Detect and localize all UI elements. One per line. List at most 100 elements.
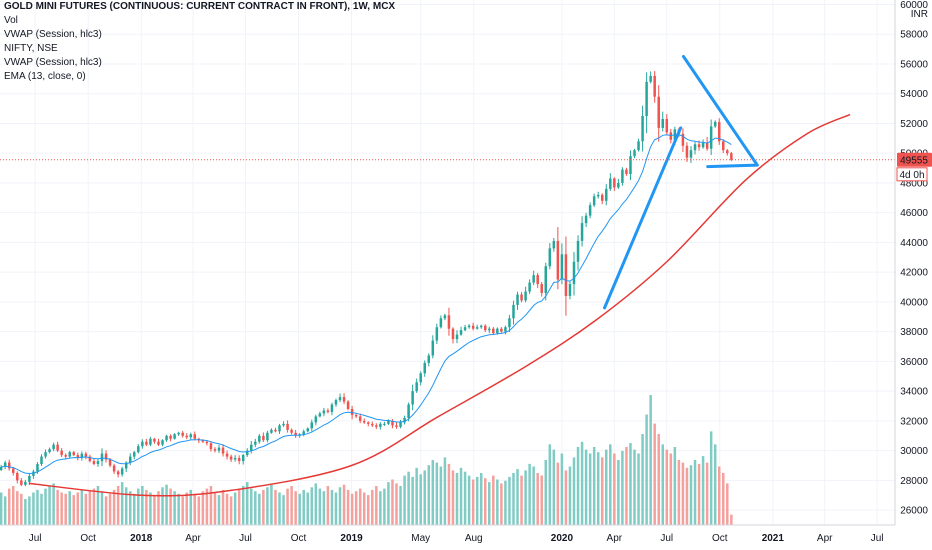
volume-bar — [572, 457, 576, 525]
candle — [467, 323, 471, 329]
symbol-title[interactable]: GOLD MINI FUTURES (CONTINUOUS: CURRENT C… — [4, 1, 396, 12]
time-tick: 2018 — [130, 533, 153, 544]
legend-item-vwap[interactable]: VWAP (Session, hlc3) — [4, 29, 102, 40]
candle — [633, 148, 636, 159]
candlesticks — [0, 71, 733, 487]
time-axis[interactable] — [0, 525, 932, 550]
trend-line[interactable] — [603, 126, 683, 310]
volume-bar — [431, 460, 435, 525]
volume-bar — [613, 453, 616, 525]
candle — [435, 323, 439, 345]
volume-bar — [379, 491, 382, 525]
volume-bar — [133, 493, 136, 525]
time-tick: Jul — [660, 533, 673, 544]
candle — [330, 402, 334, 416]
candle — [645, 72, 648, 134]
volume-bar — [278, 492, 281, 525]
candle — [32, 469, 35, 479]
legend-item-vwap-2[interactable]: VWAP (Session, hlc3) — [4, 57, 102, 68]
candle — [661, 111, 665, 132]
volume-bar — [524, 470, 527, 525]
candle — [290, 428, 293, 435]
legend-item-vol[interactable]: Vol — [4, 15, 18, 26]
volume-bar — [540, 475, 543, 525]
countdown-tag: 4d 0h — [896, 167, 928, 182]
volume-bar — [306, 492, 309, 525]
volume-bar — [693, 460, 697, 525]
candle — [56, 441, 59, 453]
volume-bar — [24, 499, 27, 525]
candle — [528, 279, 531, 294]
candle — [685, 142, 689, 162]
volume-bar — [104, 496, 108, 525]
candle — [233, 455, 237, 462]
volume-bar — [266, 487, 269, 525]
volume-bar — [399, 486, 402, 525]
volume-bar — [342, 484, 346, 525]
legend-item-nifty[interactable]: NIFTY, NSE — [4, 43, 58, 54]
drawings[interactable] — [603, 55, 759, 310]
candle — [197, 437, 201, 444]
candle — [613, 177, 616, 191]
volume-bar — [205, 488, 209, 525]
candle — [68, 450, 71, 459]
volume-bar — [532, 466, 535, 525]
volume-bar — [128, 491, 132, 525]
candle — [185, 433, 188, 440]
candle — [80, 451, 84, 461]
candle — [3, 460, 7, 470]
volume-bar — [367, 495, 370, 525]
volume-bar — [629, 443, 632, 525]
candle — [532, 270, 535, 286]
candle — [580, 216, 584, 247]
volume-bar — [185, 492, 188, 525]
candle — [266, 430, 269, 443]
price-tick: 52000 — [900, 119, 928, 130]
volume-bar — [124, 487, 128, 525]
legend-item-ema[interactable]: EMA (13, close, 0) — [4, 71, 86, 82]
price-tick: 40000 — [900, 297, 928, 308]
volume-bar — [108, 493, 112, 525]
candle — [657, 85, 660, 142]
parabolic-curve[interactable] — [28, 113, 851, 497]
candle — [544, 262, 548, 301]
volume-bar — [488, 482, 491, 525]
volume-bar — [403, 475, 406, 525]
candle — [92, 458, 96, 466]
candle — [576, 235, 580, 271]
price-tick: 48000 — [900, 178, 928, 189]
volume-bar — [157, 491, 160, 525]
volume-bar — [334, 492, 338, 525]
volume-bar — [250, 488, 253, 525]
candle — [705, 137, 709, 151]
volume-bar — [165, 484, 168, 525]
triangle-base[interactable] — [706, 163, 759, 169]
volume-bar — [605, 449, 608, 525]
candle — [16, 471, 19, 484]
volume-bar — [661, 444, 665, 525]
candle — [145, 438, 148, 447]
triangle-upper[interactable] — [681, 55, 759, 167]
candle — [24, 479, 27, 487]
volume-bar — [467, 475, 471, 525]
candle — [669, 128, 673, 144]
candle — [20, 477, 23, 487]
volume-bar — [116, 486, 120, 525]
volume-bar — [492, 475, 495, 525]
volume-bar — [496, 479, 499, 525]
price-tick: 34000 — [900, 387, 928, 398]
candle — [302, 429, 305, 437]
candle — [177, 431, 180, 437]
price-tick: 44000 — [900, 238, 928, 249]
volume-bar — [96, 486, 100, 525]
volume-bar — [177, 493, 180, 525]
candle — [64, 453, 67, 460]
grid-lines — [0, 0, 895, 525]
price-axis[interactable] — [895, 0, 932, 525]
candle — [596, 191, 600, 199]
candle — [237, 455, 241, 465]
countdown-text: 4d 0h — [899, 170, 924, 181]
volume-bar — [302, 489, 305, 525]
volume-bar — [362, 492, 366, 525]
